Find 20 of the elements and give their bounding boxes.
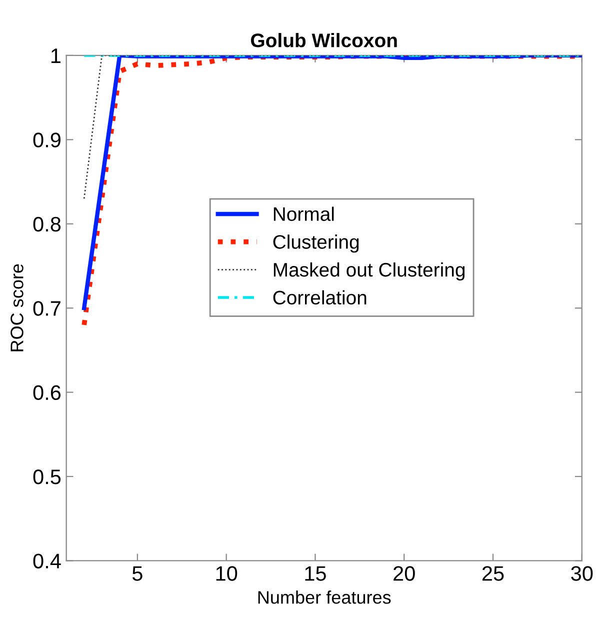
y-tick-label: 0.4 bbox=[33, 554, 61, 568]
y-tick-label: 0.6 bbox=[33, 385, 61, 400]
chart-title: Golub Wilcoxon bbox=[251, 33, 397, 48]
x-tick-label: 30 bbox=[571, 566, 593, 581]
y-tick-label: 1 bbox=[51, 48, 60, 63]
y-tick-label: 0.9 bbox=[33, 132, 60, 148]
x-tick-label: 25 bbox=[482, 566, 504, 581]
x-tick-label: 10 bbox=[216, 566, 238, 581]
legend-label: Correlation bbox=[273, 290, 366, 305]
y-axis-title: ROC score bbox=[10, 264, 24, 352]
legend-label: Normal bbox=[274, 206, 334, 221]
x-tick-label: 5 bbox=[132, 566, 142, 581]
x-tick-label: 20 bbox=[394, 566, 415, 581]
y-tick-label: 0.5 bbox=[33, 469, 61, 484]
x-tick-label: 15 bbox=[305, 566, 326, 581]
y-tick-label: 0.8 bbox=[33, 216, 61, 232]
legend-label: Masked out Clustering bbox=[274, 262, 465, 281]
legend-label: Clustering bbox=[273, 234, 359, 253]
y-tick-label: 0.7 bbox=[33, 301, 60, 316]
x-axis-title: Number features bbox=[258, 590, 391, 604]
